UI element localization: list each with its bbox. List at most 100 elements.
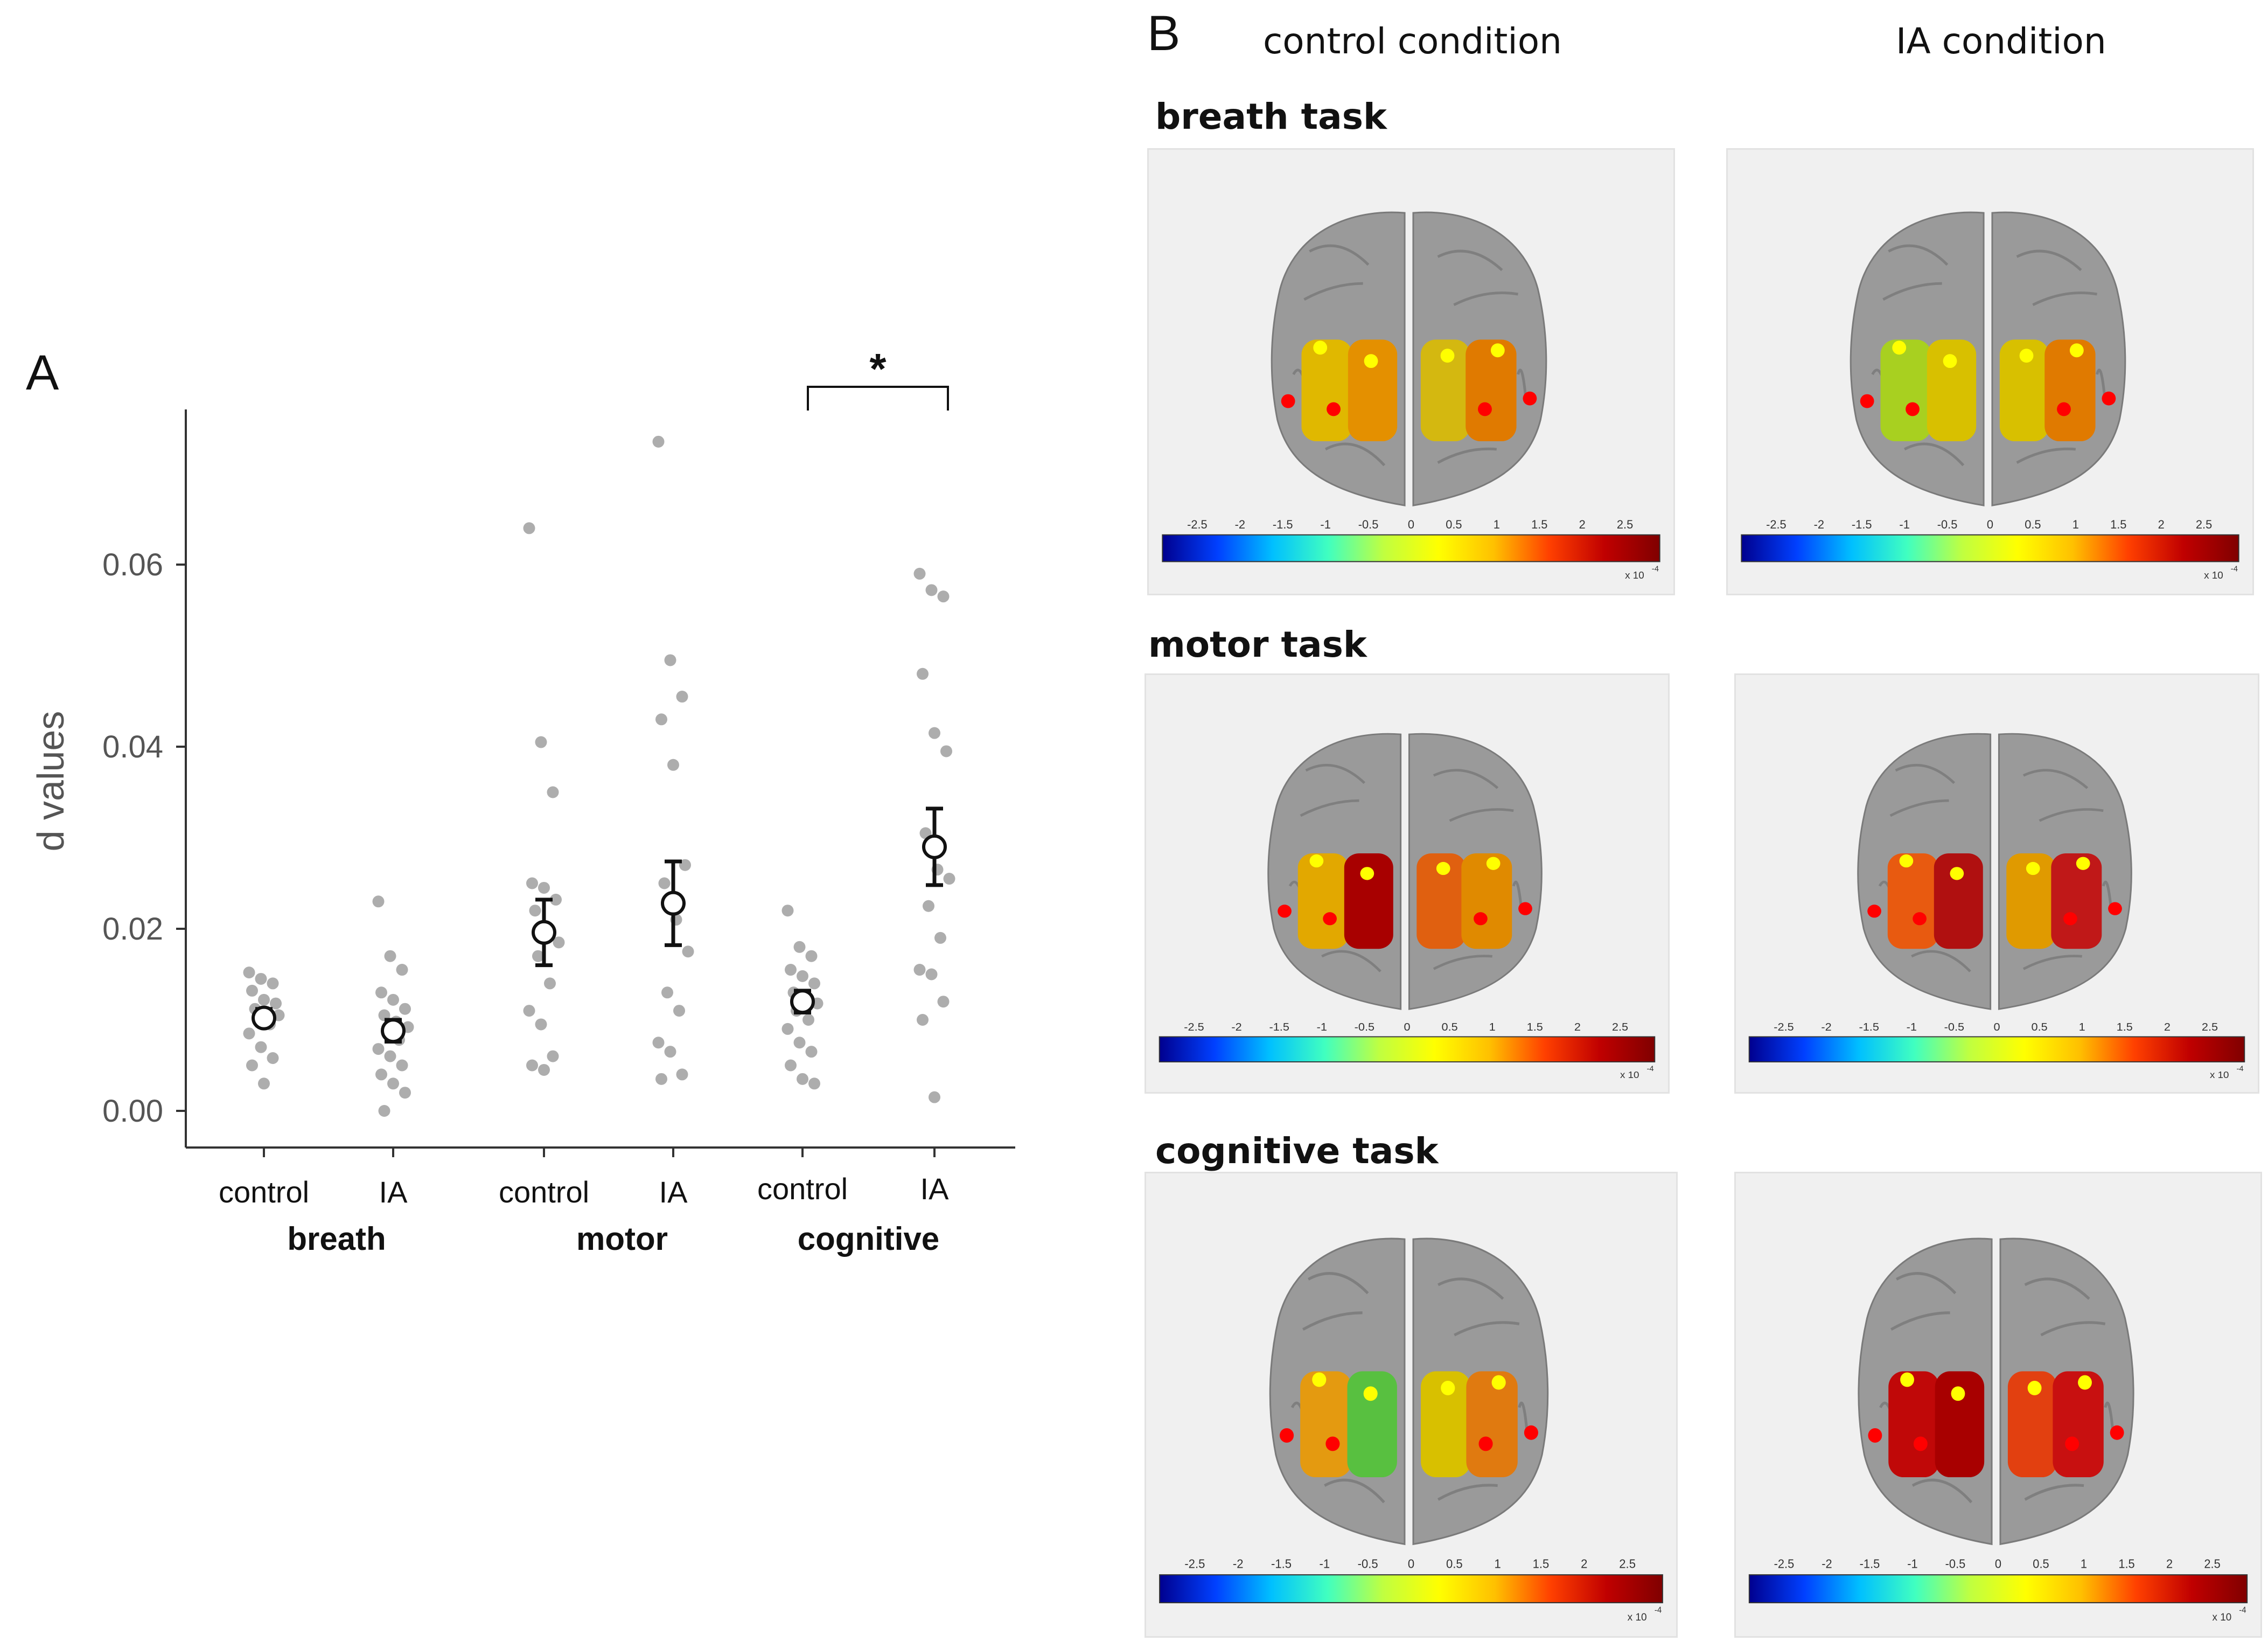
detector-optode	[1524, 1425, 1538, 1440]
colorbar-tick-label: 1.5	[1531, 518, 1547, 531]
activation-patch-left-lateral	[1888, 1371, 1939, 1478]
activation-patch-right-lateral	[2051, 853, 2102, 949]
data-point	[676, 1068, 688, 1081]
data-point	[781, 905, 794, 917]
gyrus-line	[2024, 1277, 2090, 1300]
source-optode	[1312, 1372, 1327, 1387]
gyrus-line	[1302, 1311, 1363, 1331]
source-optode	[1892, 340, 1907, 355]
x-tick-label: control	[757, 1172, 848, 1206]
data-point	[797, 1073, 808, 1085]
activation-patch-right-medial	[1421, 1371, 1471, 1478]
brain-map-breath-ia: -2.5 -2 -1.5 -1 -0.5 0 0.5 1 1.5 2 2.5 x 10 -4	[1726, 148, 2254, 595]
colorbar-tick-label: 2	[2166, 1557, 2173, 1571]
data-point	[913, 964, 926, 976]
data-point	[808, 1077, 820, 1090]
data-point	[523, 522, 535, 534]
colorbar-tick-label: 2	[1579, 518, 1586, 531]
colorbar-tick-label: 1	[2072, 518, 2079, 531]
colorbar-tick-label: -1.5	[1271, 1557, 1292, 1570]
detector-optode	[2063, 912, 2077, 926]
colorbar-tick-label: -0.5	[1945, 1557, 1966, 1571]
activation-patch-left-medial	[1347, 1371, 1397, 1478]
source-optode	[1309, 854, 1324, 868]
data-point	[937, 996, 950, 1008]
mean-marker	[790, 989, 815, 1014]
colorbar-tick-label: 1	[1489, 1021, 1496, 1033]
panel-a-label: A	[26, 345, 59, 400]
data-point	[802, 1014, 814, 1026]
data-point	[664, 1046, 676, 1058]
column-header-control: control condition	[1263, 20, 1562, 62]
activation-patch-left-medial	[1927, 339, 1977, 442]
gyrus-line	[2102, 880, 2113, 912]
y-tick-label: 0.02	[102, 912, 163, 947]
brain-map-motor-control: -2.5 -2 -1.5 -1 -0.5 0 0.5 1 1.5 2 2.5 x 10 -4	[1145, 673, 1670, 1094]
mean-marker	[922, 834, 947, 859]
data-point	[808, 977, 820, 990]
colorbar	[1741, 534, 2239, 562]
gyrus-line	[1888, 244, 1949, 266]
x-tick-label: control	[499, 1175, 589, 1209]
colorbar-tick-label: -2.5	[1184, 1557, 1205, 1570]
data-point	[544, 977, 556, 990]
data-point	[655, 713, 667, 726]
colorbar-tick-label: 1.5	[2110, 518, 2126, 531]
data-point	[267, 977, 279, 990]
colorbar-tick-label: -1.5	[1860, 1557, 1880, 1571]
colorbar-tick-label: -1	[1317, 1021, 1327, 1033]
colorbar-exponent: -4	[1652, 565, 1659, 573]
data-point	[396, 964, 408, 976]
colorbar-tick-label: -0.5	[1355, 1021, 1374, 1033]
gyrus-line	[1303, 282, 1363, 301]
colorbar-exponent: -4	[1646, 1065, 1653, 1073]
colorbar-tick-label: -2	[1231, 1021, 1241, 1033]
data-point	[535, 1018, 547, 1031]
activation-patch-left-lateral	[1301, 339, 1352, 442]
colorbar	[1159, 1036, 1656, 1062]
colorbar-tick-label: 0.5	[1446, 518, 1462, 531]
mean-marker	[381, 1018, 406, 1044]
data-point	[372, 1043, 385, 1055]
colorbar-tick-label: -2	[1821, 1021, 1831, 1033]
gyrus-line	[1911, 1478, 1973, 1504]
data-point	[925, 584, 938, 596]
x-tick-label: control	[219, 1175, 309, 1209]
colorbar-multiplier: x 10	[1620, 1069, 1639, 1080]
data-point	[934, 931, 946, 944]
colorbar	[1748, 1574, 2248, 1603]
detector-optode	[1906, 402, 1920, 416]
gyrus-line	[1437, 249, 1503, 272]
brain-map-cognitive-ia: -2.5 -2 -1.5 -1 -0.5 0 0.5 1 1.5 2 2.5 x 10 -4	[1734, 1172, 2262, 1638]
data-point	[246, 984, 258, 997]
colorbar-tick-label: 0.5	[2031, 1021, 2047, 1033]
brain-map-breath-control: -2.5 -2 -1.5 -1 -0.5 0 0.5 1 1.5 2 2.5 x 10 -4	[1147, 148, 1675, 595]
source-optode	[1436, 861, 1450, 875]
data-point	[652, 435, 665, 448]
y-tick-label: 0.06	[102, 547, 163, 582]
activation-patch-left-lateral	[1297, 853, 1349, 949]
detector-optode	[1280, 1428, 1294, 1443]
colorbar-tick-label: 0	[1995, 1557, 2001, 1571]
colorbar-tick-label: 2	[2164, 1021, 2171, 1033]
colorbar-tick-label: 1.5	[1533, 1557, 1550, 1570]
colorbar-tick-label: 0.5	[2025, 518, 2041, 531]
detector-optode	[2065, 1436, 2079, 1451]
colorbar-tick-label: -0.5	[1358, 1557, 1378, 1570]
colorbar-tick-label: 2.5	[2202, 1021, 2218, 1033]
gyrus-line	[1437, 1277, 1504, 1300]
gyrus-line	[1911, 950, 1971, 972]
colorbar-multiplier: x 10	[2204, 569, 2223, 581]
detector-optode	[1327, 402, 1341, 416]
data-point	[547, 1050, 559, 1062]
gyrus-line	[1518, 1401, 1529, 1436]
activation-patch-left-medial	[1935, 1371, 1985, 1478]
colorbar-tick-label: -0.5	[1937, 518, 1958, 531]
gyrus-line	[1454, 1321, 1520, 1337]
colorbar-multiplier: x 10	[2213, 1612, 2232, 1623]
colorbar-tick-label: -1	[1907, 1021, 1917, 1033]
colorbar-tick-label: -0.5	[1358, 518, 1379, 531]
source-optode	[2026, 861, 2040, 875]
gyrus-line	[1889, 799, 1949, 817]
colorbar-exponent: -4	[1655, 1605, 1662, 1615]
